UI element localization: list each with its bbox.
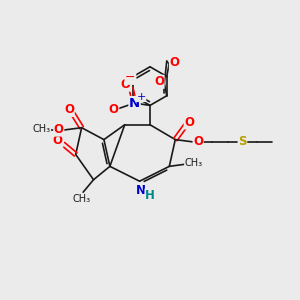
Text: CH₃: CH₃ [32,124,51,134]
Text: O: O [193,135,203,148]
Text: O: O [64,103,74,116]
Text: N: N [129,97,140,110]
Text: H: H [145,189,155,202]
Text: CH₃: CH₃ [73,194,91,204]
Text: O: O [184,116,194,129]
Text: +: + [136,92,146,101]
Text: CH₃: CH₃ [184,158,203,168]
Text: O: O [54,123,64,136]
Text: O: O [169,56,179,69]
Text: O: O [109,103,119,116]
Text: S: S [238,136,247,148]
Text: −: − [125,71,136,84]
Text: O: O [154,75,164,88]
Text: O: O [53,134,63,147]
Text: N: N [136,184,146,197]
Text: O: O [121,78,130,91]
